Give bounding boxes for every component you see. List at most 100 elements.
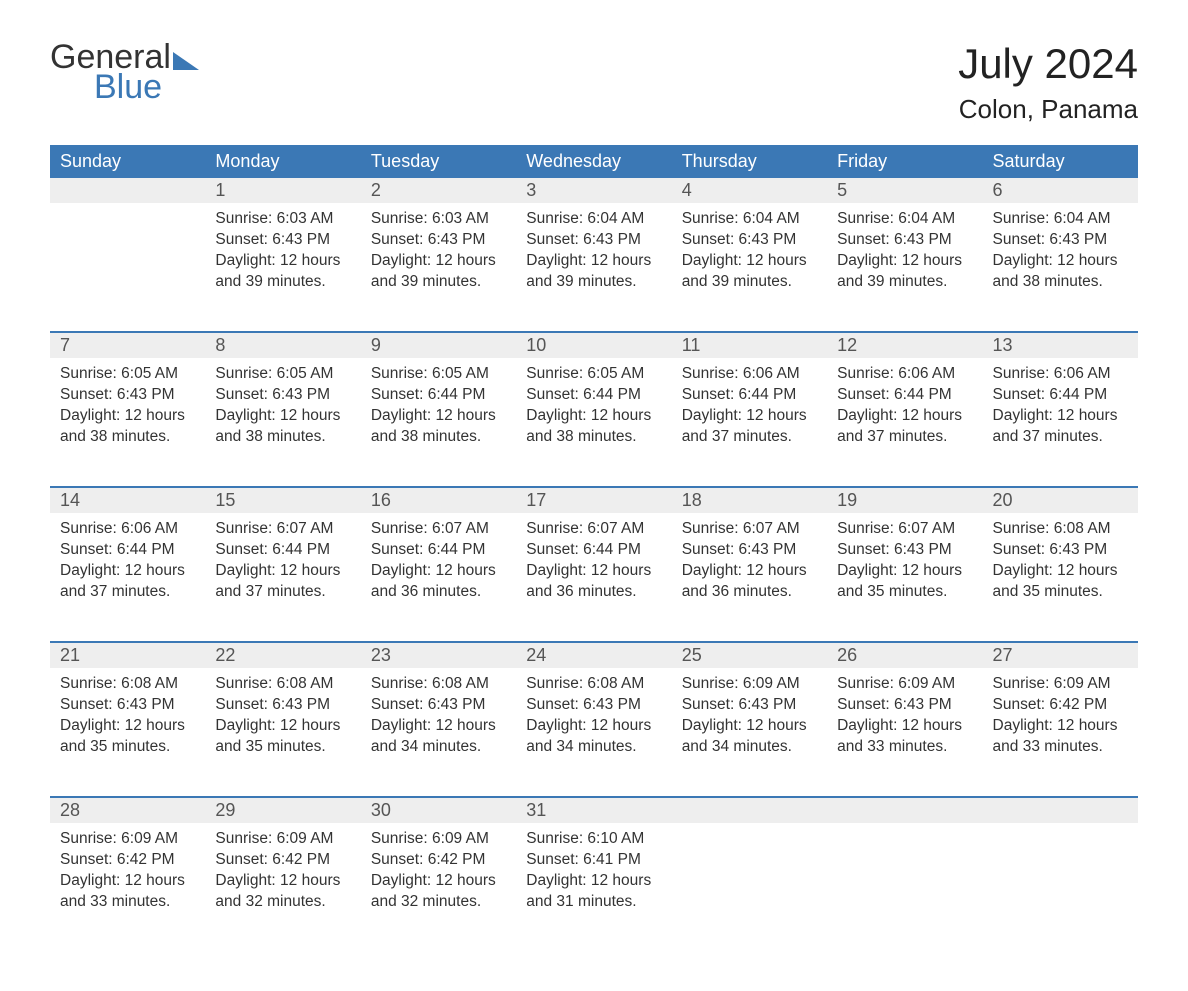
day-text: Sunrise: 6:07 AMSunset: 6:44 PMDaylight:… [371,519,506,603]
day-cell: Sunrise: 6:07 AMSunset: 6:44 PMDaylight:… [361,513,516,642]
title-block: July 2024 Colon, Panama [958,40,1138,125]
day-text: Sunrise: 6:06 AMSunset: 6:44 PMDaylight:… [60,519,195,603]
day-number-cell: 26 [827,642,982,668]
day-content: Sunrise: 6:08 AMSunset: 6:43 PMDaylight:… [205,668,360,776]
day-number-cell: 10 [516,332,671,358]
day-number-cell [827,797,982,823]
day-cell: Sunrise: 6:10 AMSunset: 6:41 PMDaylight:… [516,823,671,951]
day-cell: Sunrise: 6:06 AMSunset: 6:44 PMDaylight:… [983,358,1138,487]
day-number-cell: 8 [205,332,360,358]
day-number-cell: 7 [50,332,205,358]
day-content: Sunrise: 6:09 AMSunset: 6:42 PMDaylight:… [361,823,516,931]
day-cell: Sunrise: 6:07 AMSunset: 6:43 PMDaylight:… [827,513,982,642]
day-cell: Sunrise: 6:06 AMSunset: 6:44 PMDaylight:… [672,358,827,487]
day-content: Sunrise: 6:05 AMSunset: 6:44 PMDaylight:… [516,358,671,466]
day-number-cell: 29 [205,797,360,823]
day-text: Sunrise: 6:07 AMSunset: 6:44 PMDaylight:… [215,519,350,603]
day-cell: Sunrise: 6:04 AMSunset: 6:43 PMDaylight:… [672,203,827,332]
day-text: Sunrise: 6:08 AMSunset: 6:43 PMDaylight:… [993,519,1128,603]
day-number-cell: 24 [516,642,671,668]
day-cell [827,823,982,951]
day-cell: Sunrise: 6:05 AMSunset: 6:44 PMDaylight:… [361,358,516,487]
day-number-cell: 25 [672,642,827,668]
day-text: Sunrise: 6:09 AMSunset: 6:42 PMDaylight:… [371,829,506,913]
calendar-table: SundayMondayTuesdayWednesdayThursdayFrid… [50,145,1138,951]
header: General Blue July 2024 Colon, Panama [50,40,1138,125]
day-number-cell: 6 [983,178,1138,203]
day-cell: Sunrise: 6:04 AMSunset: 6:43 PMDaylight:… [516,203,671,332]
day-cell: Sunrise: 6:08 AMSunset: 6:43 PMDaylight:… [516,668,671,797]
day-text: Sunrise: 6:03 AMSunset: 6:43 PMDaylight:… [215,209,350,293]
day-content: Sunrise: 6:09 AMSunset: 6:42 PMDaylight:… [50,823,205,931]
day-content: Sunrise: 6:09 AMSunset: 6:43 PMDaylight:… [827,668,982,776]
day-cell: Sunrise: 6:08 AMSunset: 6:43 PMDaylight:… [983,513,1138,642]
day-text: Sunrise: 6:09 AMSunset: 6:43 PMDaylight:… [682,674,817,758]
day-content: Sunrise: 6:06 AMSunset: 6:44 PMDaylight:… [50,513,205,621]
day-header: Sunday [50,145,205,178]
day-content: Sunrise: 6:04 AMSunset: 6:43 PMDaylight:… [827,203,982,311]
day-text: Sunrise: 6:03 AMSunset: 6:43 PMDaylight:… [371,209,506,293]
day-cell: Sunrise: 6:07 AMSunset: 6:44 PMDaylight:… [516,513,671,642]
day-cell: Sunrise: 6:06 AMSunset: 6:44 PMDaylight:… [827,358,982,487]
day-cell: Sunrise: 6:09 AMSunset: 6:43 PMDaylight:… [827,668,982,797]
day-text: Sunrise: 6:05 AMSunset: 6:44 PMDaylight:… [371,364,506,448]
day-header: Wednesday [516,145,671,178]
day-body-row: Sunrise: 6:09 AMSunset: 6:42 PMDaylight:… [50,823,1138,951]
day-number-cell: 17 [516,487,671,513]
day-number-row: 78910111213 [50,332,1138,358]
day-number-cell: 22 [205,642,360,668]
day-header: Saturday [983,145,1138,178]
day-cell [672,823,827,951]
day-header: Tuesday [361,145,516,178]
day-text: Sunrise: 6:04 AMSunset: 6:43 PMDaylight:… [837,209,972,293]
day-cell: Sunrise: 6:05 AMSunset: 6:43 PMDaylight:… [50,358,205,487]
day-text: Sunrise: 6:04 AMSunset: 6:43 PMDaylight:… [993,209,1128,293]
month-title: July 2024 [958,40,1138,88]
day-header: Friday [827,145,982,178]
day-number-cell: 31 [516,797,671,823]
day-content: Sunrise: 6:05 AMSunset: 6:44 PMDaylight:… [361,358,516,466]
logo-word-2: Blue [94,70,199,104]
calendar-body: 123456Sunrise: 6:03 AMSunset: 6:43 PMDay… [50,178,1138,951]
day-number-cell: 14 [50,487,205,513]
day-content: Sunrise: 6:07 AMSunset: 6:44 PMDaylight:… [205,513,360,621]
logo: General Blue [50,40,199,104]
day-text: Sunrise: 6:07 AMSunset: 6:43 PMDaylight:… [837,519,972,603]
day-text: Sunrise: 6:09 AMSunset: 6:42 PMDaylight:… [215,829,350,913]
day-number-cell [50,178,205,203]
day-cell: Sunrise: 6:04 AMSunset: 6:43 PMDaylight:… [983,203,1138,332]
day-cell: Sunrise: 6:04 AMSunset: 6:43 PMDaylight:… [827,203,982,332]
day-text: Sunrise: 6:05 AMSunset: 6:43 PMDaylight:… [60,364,195,448]
day-content: Sunrise: 6:04 AMSunset: 6:43 PMDaylight:… [672,203,827,311]
day-cell: Sunrise: 6:07 AMSunset: 6:44 PMDaylight:… [205,513,360,642]
day-number-cell [983,797,1138,823]
day-content: Sunrise: 6:03 AMSunset: 6:43 PMDaylight:… [361,203,516,311]
day-content: Sunrise: 6:08 AMSunset: 6:43 PMDaylight:… [50,668,205,776]
day-number-cell: 1 [205,178,360,203]
day-body-row: Sunrise: 6:05 AMSunset: 6:43 PMDaylight:… [50,358,1138,487]
day-number-cell: 21 [50,642,205,668]
day-number-cell: 3 [516,178,671,203]
day-number-cell: 4 [672,178,827,203]
day-text: Sunrise: 6:10 AMSunset: 6:41 PMDaylight:… [526,829,661,913]
day-body-row: Sunrise: 6:03 AMSunset: 6:43 PMDaylight:… [50,203,1138,332]
day-cell: Sunrise: 6:08 AMSunset: 6:43 PMDaylight:… [205,668,360,797]
day-number-cell: 16 [361,487,516,513]
day-number-cell: 12 [827,332,982,358]
day-number-cell: 11 [672,332,827,358]
day-cell: Sunrise: 6:09 AMSunset: 6:43 PMDaylight:… [672,668,827,797]
day-number-cell: 23 [361,642,516,668]
day-text: Sunrise: 6:04 AMSunset: 6:43 PMDaylight:… [682,209,817,293]
day-number-cell: 13 [983,332,1138,358]
day-cell [50,203,205,332]
day-content: Sunrise: 6:08 AMSunset: 6:43 PMDaylight:… [516,668,671,776]
day-cell: Sunrise: 6:03 AMSunset: 6:43 PMDaylight:… [205,203,360,332]
day-text: Sunrise: 6:08 AMSunset: 6:43 PMDaylight:… [215,674,350,758]
day-content: Sunrise: 6:07 AMSunset: 6:43 PMDaylight:… [672,513,827,621]
day-cell: Sunrise: 6:09 AMSunset: 6:42 PMDaylight:… [50,823,205,951]
day-content: Sunrise: 6:09 AMSunset: 6:43 PMDaylight:… [672,668,827,776]
day-number-cell: 30 [361,797,516,823]
day-content: Sunrise: 6:04 AMSunset: 6:43 PMDaylight:… [516,203,671,311]
day-content: Sunrise: 6:09 AMSunset: 6:42 PMDaylight:… [205,823,360,931]
day-number-cell: 5 [827,178,982,203]
